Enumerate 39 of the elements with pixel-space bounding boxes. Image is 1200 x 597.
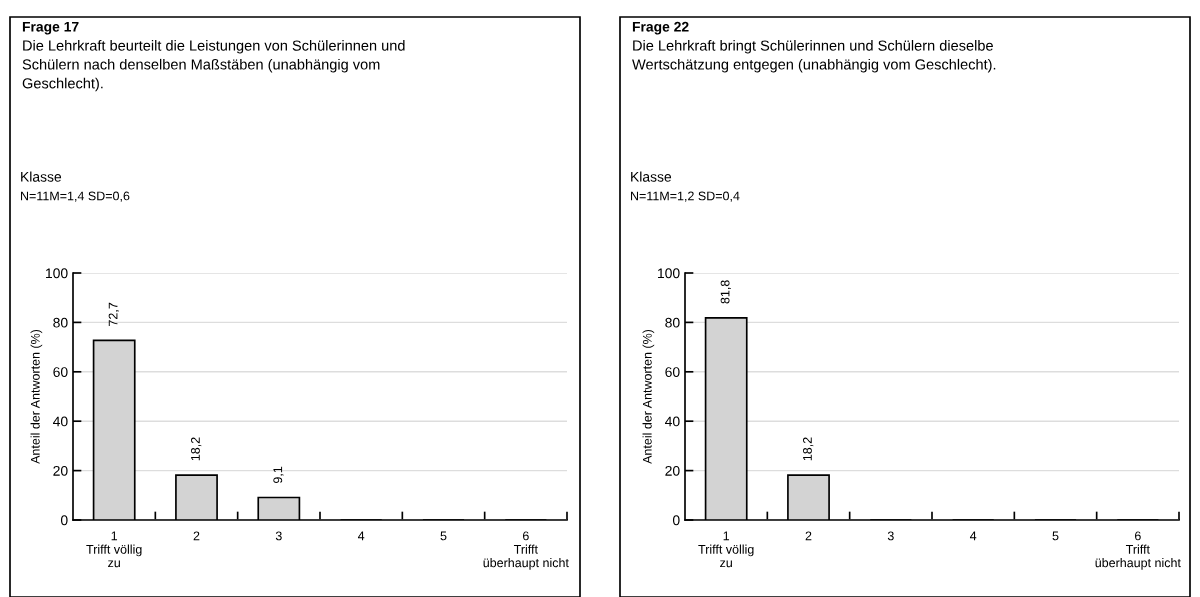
x-tick-label: 4 [969, 531, 977, 541]
data-label: 72,7 [108, 302, 119, 326]
y-tick-label: 0 [672, 515, 680, 526]
data-label: 18,2 [191, 437, 202, 461]
y-tick-label: 100 [658, 268, 680, 279]
y-tick-label: 0 [60, 515, 68, 526]
x-tick-label: 5 [440, 531, 447, 541]
text: N=11M=1,4 SD=0,6 [21, 191, 130, 202]
chart-title: Frage 22 [632, 21, 689, 35]
x-tick-label: 4 [357, 531, 365, 541]
y-tick-label: 60 [53, 367, 68, 377]
y-axis-title: Anteil der Antworten (%) [30, 329, 43, 464]
y-tick-label: 80 [53, 317, 68, 328]
y-tick-label: 40 [665, 416, 680, 427]
y-tick-label: 80 [665, 317, 680, 328]
y-tick-label: 100 [46, 268, 68, 279]
x-tick-label: 3 [275, 531, 282, 541]
x-tick-label: 2 [193, 531, 200, 541]
text: Klasse [21, 171, 62, 182]
x-tick-label: 5 [1052, 531, 1059, 541]
text: N=11M=1,2 SD=0,4 [631, 191, 740, 202]
chart-subtitle: Die Lehrkraft bringt Schülerinnen und Schülern dieselbe Wertschätzung entgegen (unabhängig vom Geschlecht). [632, 40, 996, 73]
y-tick-label: 60 [665, 367, 680, 377]
x-tick-label: 6 Trifft überhaupt nicht [483, 531, 569, 570]
chart-title: Frage 17 [22, 21, 79, 35]
data-label: 18,2 [803, 437, 814, 461]
text: Klasse [631, 171, 672, 182]
y-tick-label: 20 [53, 465, 68, 476]
x-tick-label: 6 Trifft überhaupt nicht [1095, 531, 1181, 570]
data-label: 9,1 [273, 466, 284, 484]
y-axis-title: Anteil der Antworten (%) [642, 329, 655, 464]
x-tick-label: 1 Trifft völlig zu [698, 531, 754, 568]
data-label: 81,8 [720, 280, 731, 304]
y-tick-label: 20 [665, 465, 680, 476]
x-tick-label: 2 [805, 531, 812, 541]
x-tick-label: 1 Trifft völlig zu [86, 531, 142, 568]
y-tick-label: 40 [53, 416, 68, 427]
x-tick-label: 3 [887, 531, 894, 541]
chart-subtitle: Die Lehrkraft beurteilt die Leistungen von Schülerinnen und Schülern nach denselben Maßstäben (unabhängig vom Geschlecht). [22, 40, 405, 92]
